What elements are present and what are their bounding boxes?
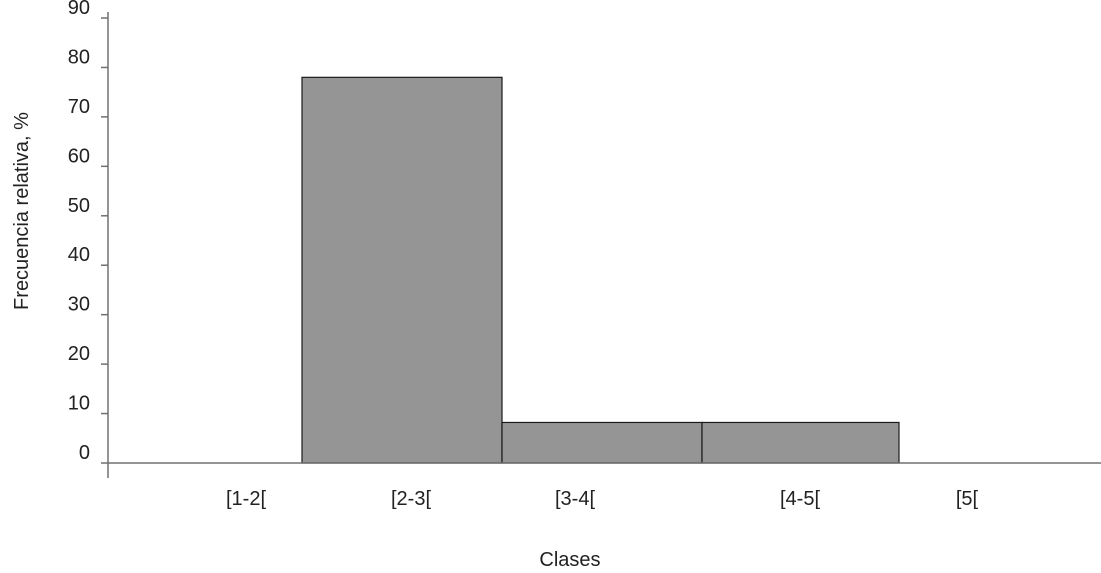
bar-3 [501, 421, 703, 464]
axes-group [101, 12, 1101, 478]
y-tick-label-80: 80 [68, 46, 90, 68]
bars-group [301, 76, 900, 464]
x-tick-label-3: [3-4[ [555, 488, 595, 510]
y-tick-label-30: 30 [68, 294, 90, 316]
y-tick-label-20: 20 [68, 343, 90, 365]
y-tick-label-10: 10 [68, 393, 90, 415]
y-axis-title: Frecuencia relativa, % [11, 112, 33, 310]
y-tick-label-60: 60 [68, 145, 90, 167]
y-tick-label-70: 70 [68, 96, 90, 118]
y-tick-label-90: 90 [68, 0, 90, 19]
x-tick-label-5: [5[ [956, 488, 979, 510]
y-tick-label-40: 40 [68, 244, 90, 266]
x-tick-labels: [1-2[ [2-3[ [3-4[ [4-5[ [5[ [226, 488, 979, 510]
x-tick-label-2: [2-3[ [391, 488, 431, 510]
y-tick-label-50: 50 [68, 195, 90, 217]
x-tick-label-4: [4-5[ [780, 488, 820, 510]
bar-4 [701, 421, 900, 464]
x-tick-label-1: [1-2[ [226, 488, 266, 510]
x-axis-title: Clases [539, 549, 600, 571]
y-tick-labels: 0 10 20 30 40 50 60 70 80 90 [68, 0, 90, 464]
y-tick-label-0: 0 [79, 442, 90, 464]
bar-2 [301, 76, 503, 464]
